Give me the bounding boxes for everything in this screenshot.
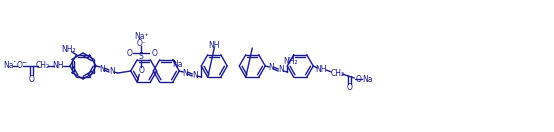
Text: Na: Na (362, 74, 372, 84)
Text: N: N (182, 69, 188, 77)
Text: O: O (347, 82, 353, 91)
Text: NH: NH (208, 41, 220, 50)
Text: ·: · (13, 57, 17, 67)
Text: O: O (151, 49, 157, 58)
Text: Na: Na (172, 60, 183, 69)
Text: N: N (268, 63, 274, 72)
Text: O: O (17, 62, 23, 70)
Text: NH: NH (316, 65, 327, 74)
Text: N: N (192, 70, 198, 79)
Text: O⁻: O⁻ (136, 39, 146, 48)
Text: CH₂: CH₂ (36, 62, 50, 70)
Text: S: S (139, 52, 143, 61)
Text: N: N (278, 65, 284, 74)
Text: O: O (126, 49, 132, 58)
Text: NH: NH (52, 62, 64, 70)
Text: O: O (29, 74, 34, 84)
Text: CH₂: CH₂ (330, 69, 345, 77)
Text: O: O (138, 66, 144, 75)
Text: −: − (22, 60, 27, 65)
Text: Na: Na (3, 62, 13, 70)
Text: NH₂: NH₂ (61, 45, 76, 54)
Text: N: N (99, 65, 105, 74)
Text: NH₂: NH₂ (284, 57, 298, 66)
Text: O: O (355, 74, 361, 84)
Text: N: N (109, 67, 115, 76)
Text: Na⁺: Na⁺ (134, 32, 148, 41)
